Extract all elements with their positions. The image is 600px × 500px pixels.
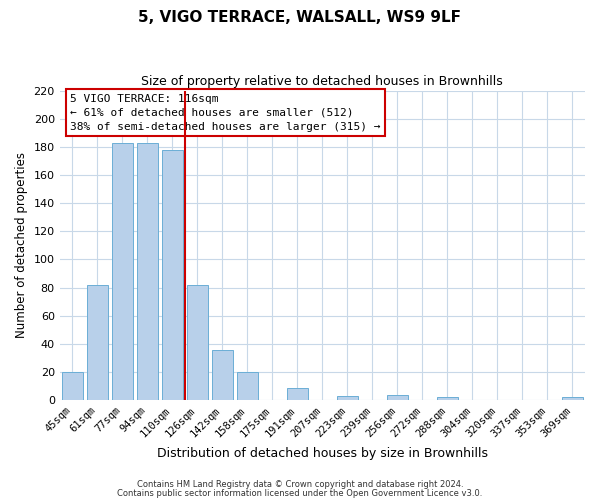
Bar (62, 372, 83, 400)
Bar (437, 398, 458, 400)
Text: 5 VIGO TERRACE: 116sqm
← 61% of detached houses are smaller (512)
38% of semi-de: 5 VIGO TERRACE: 116sqm ← 61% of detached… (70, 94, 380, 132)
X-axis label: Distribution of detached houses by size in Brownhills: Distribution of detached houses by size … (157, 447, 488, 460)
Text: Contains HM Land Registry data © Crown copyright and database right 2024.: Contains HM Land Registry data © Crown c… (137, 480, 463, 489)
Bar (287, 388, 308, 400)
Y-axis label: Number of detached properties: Number of detached properties (15, 152, 28, 338)
Bar (112, 142, 133, 400)
Bar (387, 394, 408, 400)
Title: Size of property relative to detached houses in Brownhills: Size of property relative to detached ho… (142, 75, 503, 88)
Bar (236, 372, 258, 400)
Bar (212, 350, 233, 400)
Bar (187, 285, 208, 400)
Bar (86, 285, 108, 400)
Text: 5, VIGO TERRACE, WALSALL, WS9 9LF: 5, VIGO TERRACE, WALSALL, WS9 9LF (139, 10, 461, 25)
Bar (161, 150, 183, 400)
Bar (137, 142, 158, 400)
Bar (562, 398, 583, 400)
Text: Contains public sector information licensed under the Open Government Licence v3: Contains public sector information licen… (118, 488, 482, 498)
Bar (337, 396, 358, 400)
